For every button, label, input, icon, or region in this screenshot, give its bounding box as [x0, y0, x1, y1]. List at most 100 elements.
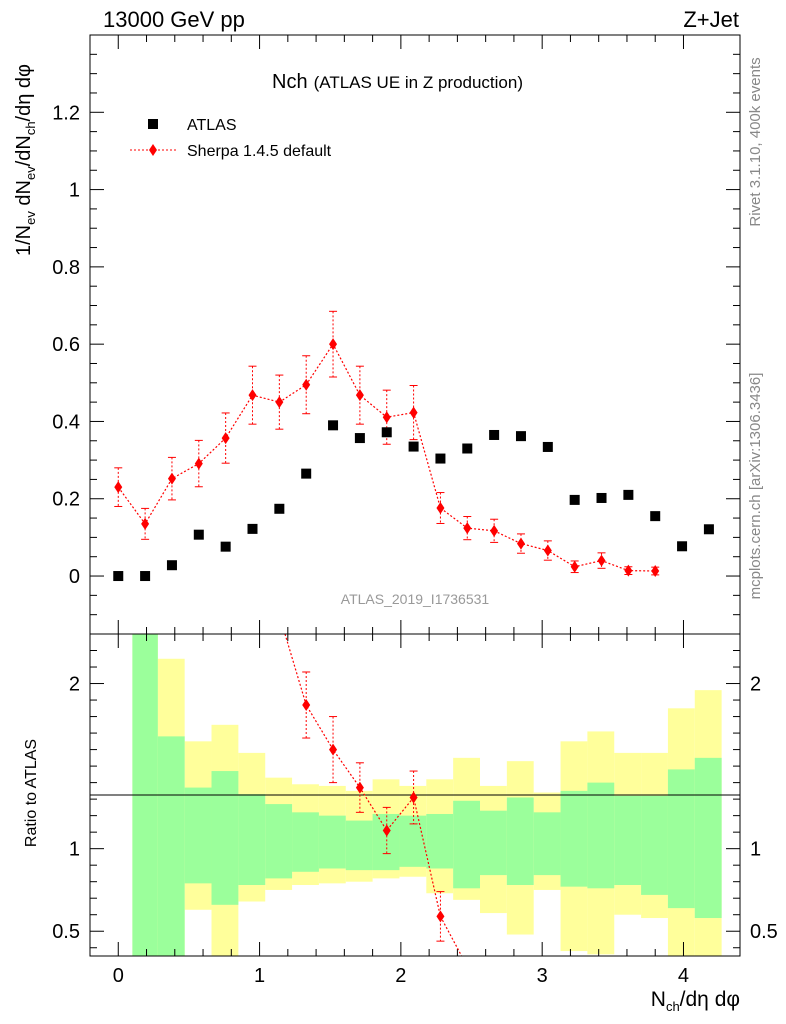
- inner-band-bin: [560, 790, 588, 887]
- legend: ATLAS Sherpa 1.4.5 default: [130, 117, 332, 160]
- sherpa-point: [275, 396, 284, 409]
- main-y-tick-label: 0.4: [52, 411, 80, 433]
- inner-band-bin: [372, 813, 400, 871]
- atlas-point: [166, 560, 177, 571]
- sherpa-point: [355, 389, 364, 402]
- mcplots-label: mcplots.cern.ch [arXiv:1306.3436]: [747, 373, 764, 600]
- inner-band-bin: [211, 771, 239, 905]
- inner-band-bin: [453, 800, 480, 889]
- inner-band-bin: [318, 815, 346, 869]
- ratio-y-axis: 0.5 0.5 1 1 2 2: [52, 650, 778, 949]
- atlas-point: [193, 529, 204, 540]
- sherpa-point: [114, 481, 123, 494]
- energy-label: 13000 GeV pp: [103, 7, 245, 32]
- atlas-point: [220, 541, 231, 552]
- x-tick-label: 4: [678, 965, 689, 987]
- sherpa-point: [194, 457, 203, 470]
- atlas-point: [569, 494, 580, 505]
- legend-atlas-label: ATLAS: [187, 117, 237, 134]
- inner-band-bin: [399, 815, 427, 867]
- sherpa-point: [570, 560, 579, 573]
- main-panel: 0 0.2 0.4 0.6 0.8 1 1.2 Nch (ATLAS UE in Z prod…: [13, 34, 741, 635]
- sherpa-point: [597, 554, 606, 567]
- main-title: Nch (ATLAS UE in Z production): [272, 71, 523, 93]
- sherpa-point: [516, 537, 525, 550]
- ratio-sherpa-point: [409, 791, 418, 804]
- atlas-points: [113, 420, 714, 582]
- atlas-point: [301, 468, 312, 479]
- inner-band-bin: [184, 787, 212, 884]
- x-tick-label: 1: [254, 965, 265, 987]
- inner-band-bin: [292, 812, 319, 872]
- inner-band-bin: [614, 795, 642, 885]
- main-title-name: Nch: [272, 71, 308, 93]
- main-y-tick-label: 0: [69, 566, 80, 588]
- atlas-point: [328, 420, 339, 431]
- ratio-y-tick-label-right: 2: [750, 674, 761, 696]
- atlas-point: [381, 427, 392, 438]
- sherpa-point: [302, 378, 311, 391]
- process-label: Z+Jet: [683, 7, 739, 32]
- atlas-point: [247, 523, 258, 534]
- main-y-axis-label: 1/Nev dNev/dNch/dη dφ: [13, 64, 38, 256]
- x-tick-label: 3: [537, 965, 548, 987]
- inner-band-bin: [506, 797, 534, 885]
- inner-band-bin: [533, 812, 561, 876]
- ratio-y-tick-label-right: 1: [750, 839, 761, 861]
- atlas-point: [596, 492, 607, 503]
- sherpa-point: [543, 544, 552, 557]
- inner-band-bin: [480, 810, 507, 876]
- sherpa-error-bars: [114, 310, 660, 576]
- main-y-tick-label: 0.8: [52, 257, 80, 279]
- ratio-panel: 0 1 2 3 4 0.5 0.5 1 1 2 2 Ratio to ATLAS Nch/dη d…: [23, 633, 778, 1014]
- analysis-watermark: ATLAS_2019_I1736531: [341, 591, 490, 607]
- main-y-tick-label: 1.2: [52, 102, 80, 124]
- atlas-point: [515, 431, 526, 442]
- legend-atlas-marker: [148, 119, 158, 129]
- main-x-ticks: [117, 35, 684, 634]
- atlas-point: [462, 443, 473, 454]
- rivet-label: Rivet 3.1.10, 400k events: [747, 57, 764, 226]
- inner-band-bin: [694, 757, 722, 919]
- legend-sherpa-label: Sherpa 1.4.5 default: [187, 143, 332, 160]
- ratio-sherpa-point: [302, 699, 311, 712]
- x-tick-label: 0: [113, 965, 124, 987]
- main-y-axis: 0 0.2 0.4 0.6 0.8 1 1.2: [52, 53, 740, 616]
- sherpa-point: [167, 472, 176, 485]
- sherpa-points: [114, 338, 660, 578]
- legend-sherpa-marker: [149, 144, 157, 156]
- inner-band-bin: [265, 804, 293, 879]
- atlas-point: [354, 433, 365, 444]
- atlas-point: [435, 453, 446, 464]
- atlas-point: [542, 441, 553, 452]
- atlas-point: [650, 511, 661, 522]
- ratio-frame: [89, 633, 741, 957]
- atlas-point: [408, 441, 419, 452]
- main-title-subtitle: (ATLAS UE in Z production): [314, 73, 523, 92]
- inner-band-bin: [345, 820, 373, 871]
- x-axis-label: Nch/dη dφ: [651, 988, 740, 1014]
- ratio-sherpa-point: [355, 781, 364, 794]
- ratio-y-tick-label-left: 2: [69, 674, 80, 696]
- sherpa-point: [463, 522, 472, 535]
- main-y-tick-label: 0.2: [52, 489, 80, 511]
- inner-band-bin: [667, 769, 695, 909]
- sherpa-point: [409, 406, 418, 419]
- ratio-x-ticks: 0 1 2 3 4: [113, 634, 689, 987]
- sherpa-point: [329, 338, 338, 351]
- ratio-y-tick-label-left: 1: [69, 839, 80, 861]
- ratio-sherpa-point: [329, 743, 338, 756]
- atlas-point: [113, 571, 124, 582]
- atlas-point: [489, 429, 500, 440]
- sherpa-point: [382, 411, 391, 424]
- ratio-y-tick-label-left: 0.5: [52, 921, 80, 943]
- inner-band-bin: [238, 794, 266, 885]
- atlas-point: [677, 541, 688, 552]
- sherpa-point: [221, 432, 230, 445]
- ratio-sherpa-series: [284, 633, 463, 957]
- inner-band-bin: [157, 736, 185, 956]
- sherpa-point: [248, 389, 257, 402]
- atlas-point: [623, 489, 634, 500]
- atlas-point: [703, 524, 714, 535]
